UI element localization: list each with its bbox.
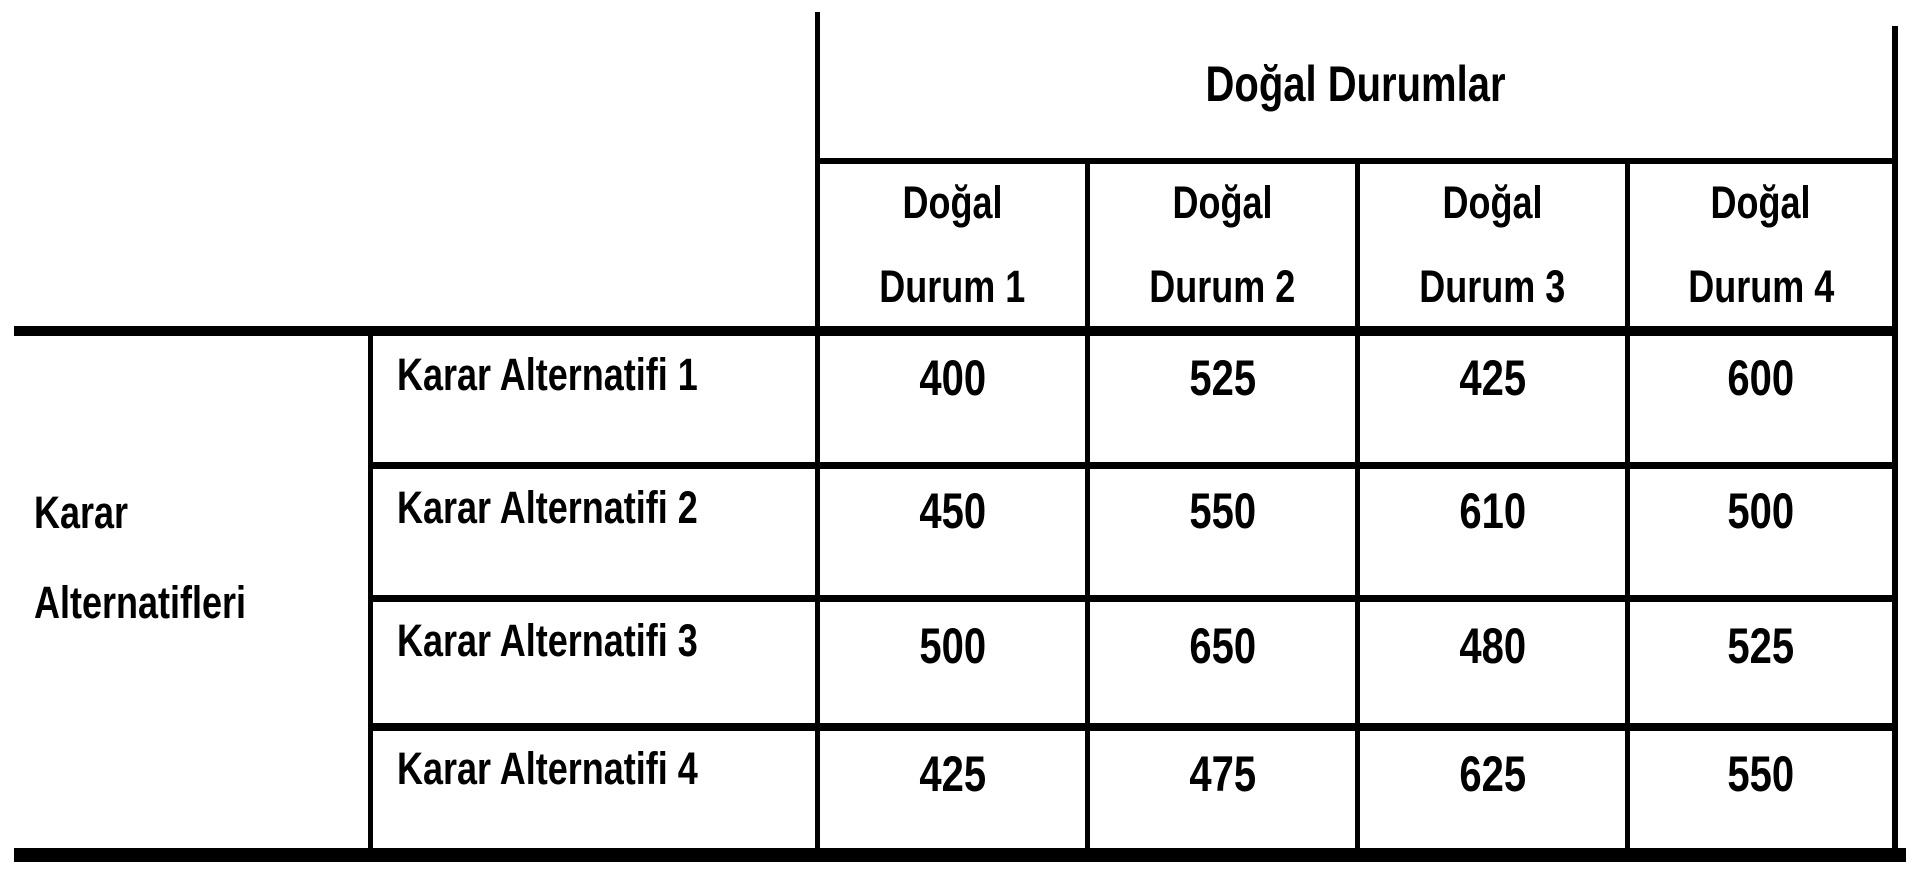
- table-border-vertical-col1-col2: [1085, 162, 1090, 856]
- row-group-header-line-1: Karar: [34, 487, 129, 538]
- value-cell-r4-c2: 475: [1189, 746, 1256, 802]
- column-header-4-line-1: Doğal: [1710, 177, 1811, 228]
- row-label-2-text: Karar Alternatifi 2: [397, 482, 698, 533]
- column-header-1: Doğal Durum 1: [820, 166, 1085, 324]
- column-header-4: Doğal Durum 4: [1630, 166, 1892, 324]
- table-border-horizontal-under-group-header: [815, 158, 1898, 164]
- row-label-2: Karar Alternatifi 2: [373, 470, 815, 595]
- value-cell-r4-c4: 550: [1727, 746, 1795, 802]
- row-label-3-text: Karar Alternatifi 3: [397, 615, 698, 666]
- column-header-1-line-2: Durum 1: [879, 261, 1026, 312]
- value-cell-r1-c3: 425: [1459, 350, 1526, 406]
- row-label-1: Karar Alternatifi 1: [373, 337, 815, 462]
- table-border-horizontal-row-separator-1: [368, 462, 1898, 469]
- row-group-header-line-2: Alternatifleri: [34, 577, 247, 628]
- row-label-3: Karar Alternatifi 3: [373, 603, 815, 723]
- column-header-2-line-2: Durum 2: [1149, 261, 1296, 312]
- column-header-2: Doğal Durum 2: [1090, 166, 1355, 324]
- value-cell-r3-c1: 500: [919, 618, 986, 674]
- value-cell-r3-c2: 650: [1189, 618, 1256, 674]
- table-border-horizontal-row-separator-2: [368, 595, 1898, 602]
- value-cell-r1-c1: 400: [919, 350, 986, 406]
- table-border-vertical-rowlabel-left: [368, 330, 373, 856]
- column-header-3-line-2: Durum 3: [1419, 261, 1566, 312]
- column-header-3: Doğal Durum 3: [1360, 166, 1625, 324]
- value-cell-r3-c3: 480: [1459, 618, 1526, 674]
- column-header-2-line-1: Doğal: [1172, 177, 1273, 228]
- table-border-vertical-right: [1892, 26, 1898, 856]
- row-label-4-text: Karar Alternatifi 4: [397, 743, 698, 794]
- value-cell-r3-c4: 525: [1727, 618, 1795, 674]
- column-header-4-line-2: Durum 4: [1687, 261, 1835, 312]
- column-group-header-cell: Doğal Durumlar: [820, 10, 1892, 158]
- value-cell-r4-c3: 625: [1459, 746, 1526, 802]
- column-header-1-line-1: Doğal: [902, 177, 1003, 228]
- table-border-vertical-col3-col4: [1625, 162, 1630, 856]
- value-cell-r2-c2: 550: [1189, 483, 1256, 539]
- value-cell-r4-c1: 425: [919, 746, 986, 802]
- row-group-header-cell: Karar Alternatifleri: [34, 468, 364, 658]
- value-cell-r2-c3: 610: [1459, 483, 1526, 539]
- column-header-3-line-1: Doğal: [1442, 177, 1543, 228]
- table-border-vertical-header-left: [815, 12, 820, 852]
- table-border-horizontal-thick-bottom: [14, 848, 1906, 862]
- row-label-4: Karar Alternatifi 4: [373, 731, 815, 848]
- table-border-horizontal-thick-header-bottom: [14, 326, 1898, 336]
- value-cell-r2-c1: 450: [919, 483, 986, 539]
- value-cell-r1-c2: 525: [1189, 350, 1256, 406]
- table-border-vertical-col2-col3: [1355, 162, 1360, 856]
- column-group-header-label: Doğal Durumlar: [1205, 56, 1507, 112]
- table-border-horizontal-row-separator-3: [368, 723, 1898, 731]
- value-cell-r1-c4: 600: [1727, 350, 1795, 406]
- value-cell-r2-c4: 500: [1727, 483, 1795, 539]
- row-label-1-text: Karar Alternatifi 1: [397, 349, 698, 400]
